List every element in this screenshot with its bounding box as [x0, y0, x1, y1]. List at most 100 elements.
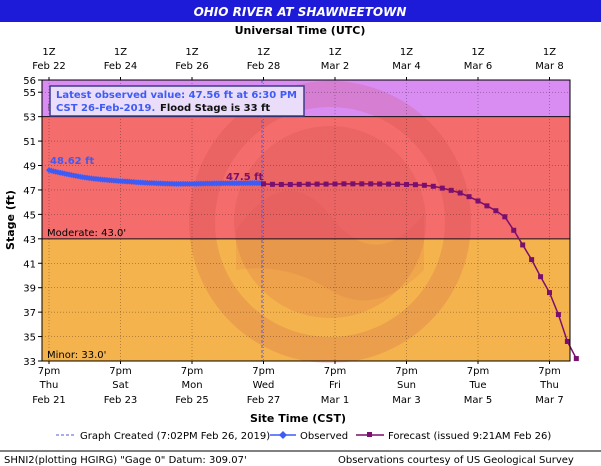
forecast-point — [421, 182, 427, 188]
top-tick-label: 1Z — [400, 47, 413, 58]
watermark-disc — [234, 126, 426, 318]
y-tick-label: 47 — [23, 186, 36, 197]
top-tick-date: Mar 4 — [392, 61, 420, 72]
bottom-tick-time: 7pm — [395, 366, 417, 377]
forecast-point — [269, 181, 275, 187]
top-tick-label: 1Z — [328, 47, 341, 58]
y-tick-label: 33 — [23, 357, 36, 368]
forecast-point — [341, 181, 347, 187]
top-tick-label: 1Z — [471, 47, 484, 58]
top-tick-label: 1Z — [543, 47, 556, 58]
forecast-point — [439, 185, 445, 191]
y-tick-label: 53 — [23, 113, 36, 124]
bottom-tick-time: 7pm — [38, 366, 60, 377]
stage-band-0 — [42, 238, 570, 361]
forecast-point — [412, 182, 418, 188]
bottom-tick-time: 7pm — [467, 366, 489, 377]
footer-datum: SHNI2(plotting HGIRG) "Gage 0" Datum: 30… — [4, 455, 247, 466]
legend-forecast-marker — [367, 432, 372, 437]
bottom-tick-time: 7pm — [252, 366, 274, 377]
forecast-point — [332, 181, 338, 187]
forecast-point — [359, 181, 365, 187]
forecast-point — [430, 183, 436, 189]
forecast-point — [350, 181, 356, 187]
legend-created-label: Graph Created (7:02PM Feb 26, 2019) — [80, 431, 270, 442]
watermark-bird — [236, 190, 424, 301]
stage-band-1 — [42, 116, 570, 239]
top-axis-title: Universal Time (UTC) — [235, 24, 366, 37]
forecast-point — [547, 290, 552, 296]
legend: Graph Created (7:02PM Feb 26, 2019) Obse… — [56, 431, 551, 442]
forecast-point — [555, 312, 561, 318]
forecast-value-label: 47.5 ft — [226, 172, 264, 183]
forecast-point — [484, 203, 490, 209]
bottom-tick-date: Mar 3 — [392, 395, 420, 406]
bottom-tick-time: 7pm — [324, 366, 346, 377]
top-tick-label: 1Z — [185, 47, 198, 58]
forecast-point — [296, 181, 302, 187]
top-tick-date: Feb 26 — [175, 61, 209, 72]
bottom-tick-day: Mon — [181, 380, 202, 391]
forecast-point — [261, 181, 266, 187]
top-tick-date: Mar 8 — [535, 61, 563, 72]
plot-frame — [41, 79, 571, 362]
bottom-tick-day: Tue — [468, 380, 486, 391]
y-tick-label: 51 — [23, 137, 36, 148]
data-series — [46, 167, 579, 362]
info-box: Latest observed value: 47.56 ft at 6:30 … — [49, 85, 305, 117]
forecast-point — [475, 198, 481, 204]
bottom-tick-date: Mar 7 — [535, 395, 563, 406]
bottom-tick-time: 7pm — [181, 366, 203, 377]
y-tick-label: 37 — [23, 308, 36, 319]
bottom-tick-time: 7pm — [538, 366, 560, 377]
legend-observed-label: Observed — [300, 431, 348, 442]
forecast-point — [448, 187, 454, 193]
forecast-point — [466, 194, 472, 200]
bottom-tick-date: Feb 27 — [247, 395, 281, 406]
forecast-point — [493, 208, 499, 214]
top-tick-date: Mar 6 — [464, 61, 492, 72]
info-observed-date: CST 26-Feb-2019. — [56, 103, 155, 114]
bottom-tick-day: Fri — [329, 380, 341, 391]
forecast-point — [502, 214, 508, 220]
top-tick-date: Feb 24 — [104, 61, 138, 72]
forecast-point — [529, 257, 535, 263]
top-tick-date: Feb 22 — [32, 61, 66, 72]
y-axis-title: Stage (ft) — [4, 190, 17, 250]
bottom-tick-date: Mar 1 — [321, 395, 349, 406]
noaa-watermark — [189, 81, 471, 363]
grid-lines — [42, 80, 570, 361]
forecast-point — [305, 181, 311, 187]
y-tick-label: 35 — [23, 333, 36, 344]
bottom-tick-day: Sat — [112, 380, 128, 391]
bottom-tick-date: Feb 25 — [175, 395, 209, 406]
legend-forecast-label: Forecast (issued 9:21AM Feb 26) — [388, 431, 551, 442]
level-label-1: Minor: 33.0' — [47, 350, 106, 361]
forecast-point — [278, 181, 284, 187]
top-tick-label: 1Z — [42, 47, 55, 58]
top-tick-label: 1Z — [257, 47, 270, 58]
forecast-point — [395, 181, 401, 187]
y-tick-label: 45 — [23, 210, 36, 221]
top-tick-label: 1Z — [114, 47, 127, 58]
info-latest-observed: Latest observed value: 47.56 ft at 6:30 … — [56, 90, 297, 101]
forecast-point — [287, 181, 293, 187]
level-label-0: Moderate: 43.0' — [47, 228, 126, 239]
y-tick-label: 56 — [23, 76, 36, 87]
bottom-tick-day: Wed — [253, 380, 275, 391]
forecast-point — [511, 227, 517, 233]
top-tick-date: Mar 2 — [321, 61, 349, 72]
info-box-frame — [49, 85, 305, 117]
bottom-tick-date: Feb 23 — [104, 395, 138, 406]
title-bar — [0, 0, 601, 22]
y-tick-label: 43 — [23, 235, 36, 246]
forecast-point — [520, 242, 526, 248]
watermark-ring — [189, 81, 471, 363]
top-tick-date: Feb 28 — [247, 61, 281, 72]
bottom-tick-day: Sun — [397, 380, 416, 391]
y-tick-label: 55 — [23, 88, 36, 99]
y-tick-label: 49 — [23, 162, 36, 173]
info-flood-stage: Flood Stage is 33 ft — [160, 103, 270, 114]
